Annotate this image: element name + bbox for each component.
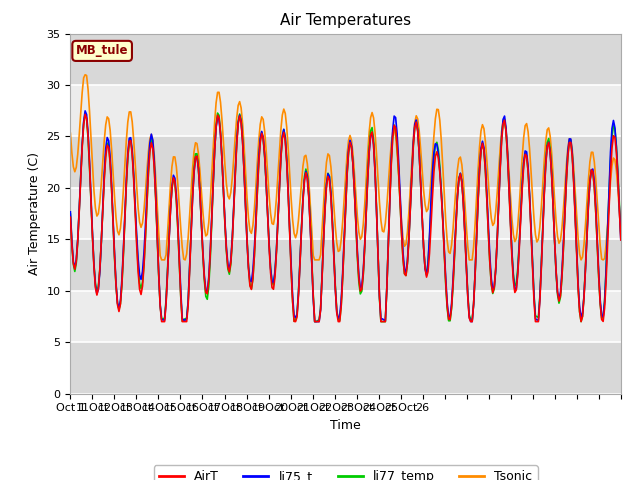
AirT — [399, 256, 407, 262]
Tsonic — [81, 72, 89, 78]
Bar — [70, 291, 621, 342]
AirT — [205, 278, 212, 284]
Line: li75_t: li75_t — [70, 111, 621, 322]
li77_temp — [311, 319, 319, 324]
Tsonic — [345, 138, 353, 144]
Tsonic — [598, 256, 605, 262]
Tsonic — [67, 130, 74, 136]
Bar — [70, 85, 621, 136]
Tsonic — [158, 257, 166, 263]
Legend: AirT, li75_t, li77_temp, Tsonic: AirT, li75_t, li77_temp, Tsonic — [154, 465, 538, 480]
li75_t — [311, 319, 319, 324]
AirT — [158, 319, 166, 324]
AirT — [67, 215, 74, 220]
AirT — [81, 111, 89, 117]
AirT — [345, 150, 353, 156]
li75_t — [345, 147, 353, 153]
li75_t — [399, 250, 407, 255]
Tsonic — [205, 220, 212, 226]
AirT — [246, 283, 254, 289]
li77_temp — [67, 211, 74, 217]
Bar — [70, 188, 621, 240]
Title: Air Temperatures: Air Temperatures — [280, 13, 411, 28]
Y-axis label: Air Temperature (C): Air Temperature (C) — [28, 152, 41, 275]
Bar — [70, 136, 621, 188]
li75_t — [204, 288, 211, 294]
li77_temp — [345, 150, 353, 156]
li75_t — [257, 135, 264, 141]
li75_t — [67, 209, 74, 215]
Bar — [70, 342, 621, 394]
li75_t — [244, 264, 252, 270]
li77_temp — [617, 231, 625, 237]
li77_temp — [257, 137, 264, 143]
AirT — [258, 131, 266, 136]
li77_temp — [598, 315, 605, 321]
Bar — [70, 34, 621, 85]
Tsonic — [246, 228, 254, 234]
Tsonic — [617, 231, 625, 237]
li75_t — [598, 313, 605, 319]
AirT — [598, 317, 605, 323]
li77_temp — [244, 264, 252, 269]
Line: li77_temp: li77_temp — [70, 113, 621, 322]
Line: AirT: AirT — [70, 114, 621, 322]
li75_t — [81, 108, 89, 114]
Tsonic — [399, 235, 407, 241]
X-axis label: Time: Time — [330, 419, 361, 432]
li77_temp — [202, 293, 210, 299]
Bar — [70, 240, 621, 291]
li75_t — [617, 237, 625, 242]
Text: MB_tule: MB_tule — [76, 44, 129, 58]
li77_temp — [399, 255, 407, 261]
li77_temp — [214, 110, 221, 116]
Tsonic — [258, 114, 266, 120]
AirT — [617, 237, 625, 243]
Line: Tsonic: Tsonic — [70, 75, 621, 260]
